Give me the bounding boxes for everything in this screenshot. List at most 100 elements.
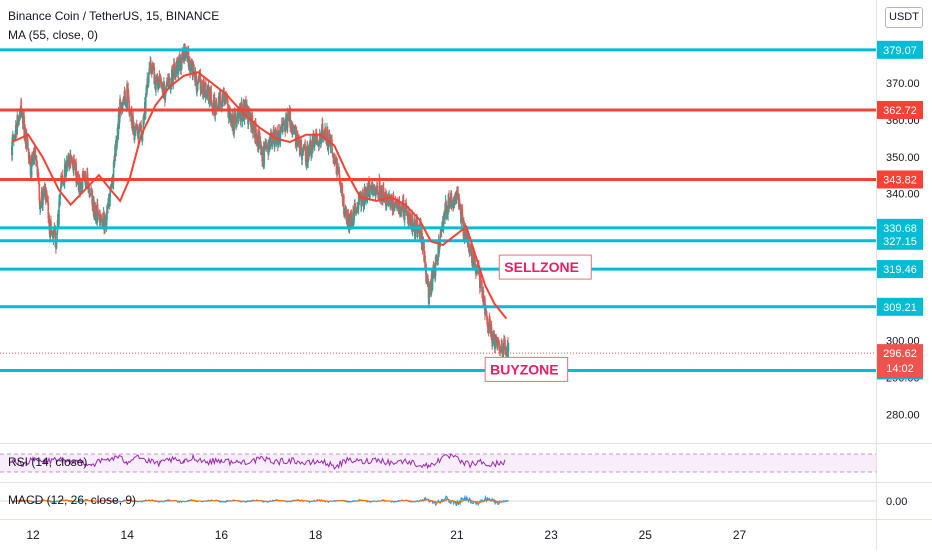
candle-body [468,246,471,252]
candle-body [128,101,130,114]
candle-body [33,154,35,165]
level-tag [877,297,923,316]
candle-body [281,122,284,132]
candle-body [142,116,145,132]
candle-body [30,157,33,178]
candle-body [324,129,327,137]
candle-body [300,139,303,150]
candle-body [312,133,315,141]
candle-body [113,155,116,166]
candle-body [41,191,43,205]
rsi-legend[interactable]: RSI (14, close) [8,455,88,469]
candle-body [317,143,319,146]
candle-body [368,181,370,186]
candle-body [485,311,488,317]
candle-body [504,340,506,350]
candle-body [270,132,273,136]
candle-body [304,146,307,162]
ma-legend[interactable]: MA (55, close, 0) [8,28,99,42]
candle-body [173,70,176,78]
candle-body [144,93,147,114]
x-tick-label: 16 [215,528,229,542]
x-tick-label: 21 [450,528,464,542]
rsi-line [11,453,506,470]
candle-body [386,193,389,200]
level-tag-label: 362.72 [883,105,917,117]
candle-body [340,183,342,193]
candle-body [332,152,334,157]
candle-body [355,210,357,215]
candle-body [39,207,42,209]
candle-body [58,201,60,225]
level-tag [877,231,923,250]
candle-body [112,162,115,184]
candle-body [137,133,140,138]
candle-body [81,173,84,189]
candle-body [94,206,97,219]
candle-body [286,114,289,128]
candle-body [357,196,360,210]
candle-body [461,209,464,218]
candle-body [149,60,152,69]
candle-body [318,139,320,147]
candle-body [29,155,31,165]
x-tick-label: 18 [309,528,323,542]
candle-body [320,140,322,144]
x-tick-label: 12 [26,528,40,542]
candle-body [485,309,487,312]
candle-body [276,131,279,141]
candle-body [252,127,255,133]
candle-body [403,209,406,221]
candle-body [245,101,247,114]
candle-body [106,206,108,220]
last-price-label: 296.62 [883,348,917,360]
candle-body [255,122,257,143]
candle-body [218,93,221,105]
candle-body [398,202,401,207]
candle-body [165,86,168,89]
candle-body [34,149,37,158]
candle-body [490,326,493,340]
candle-body [450,193,453,207]
macd-tick-label: 0.00 [886,496,907,508]
candle-body [481,281,483,292]
candle-body [97,212,100,216]
candle-body [303,145,305,150]
candle-body [469,249,471,252]
candle-body [147,72,150,84]
candle-body [20,113,23,116]
candle-body [431,278,434,290]
candle-body [15,125,18,130]
candle-body [195,78,198,91]
candle-body [133,132,136,140]
ma-line [11,71,508,320]
candle-body [27,148,30,158]
currency-button[interactable]: USDT [885,7,923,28]
candle-body [266,144,269,149]
candle-body [138,127,141,134]
candle-body [205,90,208,98]
candle-body [326,126,329,147]
candle-body [424,255,426,270]
candle-body [233,112,235,133]
candle-body [174,67,177,76]
candle-body [59,194,61,206]
y-tick-label: 350.00 [886,152,920,164]
candle-body [130,109,133,125]
candle-body [422,243,424,251]
macd-legend[interactable]: MACD (12, 26, close, 9) [8,493,137,507]
candle-body [211,100,213,105]
candle-body [454,193,457,203]
last-price-tag [877,344,923,379]
candle-body [448,196,450,209]
candle-body [231,118,233,128]
candle-body [78,180,80,191]
symbol-title[interactable]: Binance Coin / TetherUS, 15, BINANCE [8,9,220,23]
candle-body [175,60,178,69]
candle-body [273,130,275,139]
candle-body [236,113,238,124]
level-tag-label: 343.82 [883,174,917,186]
candle-body [42,187,44,205]
candle-body [244,102,246,114]
